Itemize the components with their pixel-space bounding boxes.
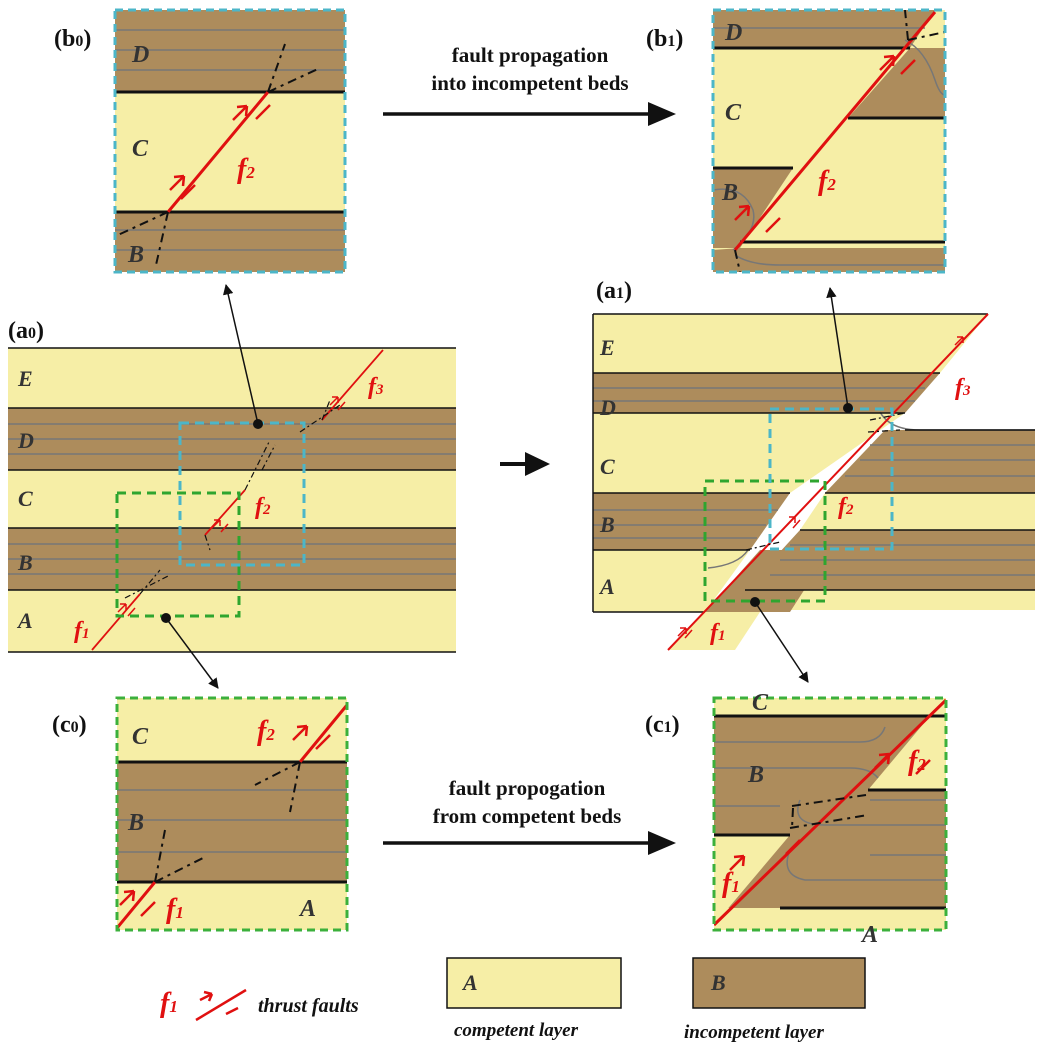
layer-label-b: B <box>17 550 33 575</box>
fault-label-f1-c1: f1 <box>722 868 740 899</box>
fault-label-f1-a1: f1 <box>710 620 726 646</box>
fault-a1 <box>667 313 989 651</box>
layer-label-d-b0: D <box>131 42 149 68</box>
panel-c0-label: (c0) <box>52 712 87 738</box>
layer-label-c-c1: C <box>752 690 769 716</box>
layer-label-e: E <box>17 366 33 391</box>
fault-label-f3-a1: f3 <box>955 375 971 401</box>
legend-competent-swatch <box>446 957 622 1009</box>
box-b1-outline <box>768 407 894 551</box>
layer-label-c-b1: C <box>725 100 742 126</box>
layer-label-d-b1: D <box>724 20 742 46</box>
fault-label-f1-c0: f1 <box>166 894 184 925</box>
layer-label-c-a1: C <box>600 454 615 479</box>
top-transition: fault propagation into incompetent beds <box>383 43 676 126</box>
thrust-fault-icon <box>195 988 247 1022</box>
layer-label-c: C <box>18 486 33 511</box>
box-b-outline <box>178 421 306 567</box>
legend-incompetent-letter: B <box>710 970 726 995</box>
transition-arrow <box>500 452 550 476</box>
layer-label-d: D <box>17 428 34 453</box>
layer-a <box>8 590 456 652</box>
box-c-outline <box>115 491 241 618</box>
layer-label-b-b0: B <box>127 242 144 268</box>
panel-b1-label: (b1) <box>646 26 683 52</box>
layer-label-c-c0: C <box>132 724 149 750</box>
fault-label-f2: f2 <box>255 494 271 520</box>
legend-competent-letter: A <box>461 970 478 995</box>
panel-c0-frame <box>115 696 349 932</box>
panel-c1: (c1) <box>645 690 948 948</box>
legend-thrust-label: thrust faults <box>258 995 359 1017</box>
layer-label-a-c0: A <box>298 896 316 922</box>
fault-f3 <box>321 349 384 421</box>
fault-label-f2-c1: f2 <box>908 746 926 777</box>
legend-fault-symbol-label: f1 <box>160 988 178 1019</box>
panel-b0-label: (b0) <box>54 26 91 52</box>
bottom-caption-line1: fault propogation <box>449 776 606 800</box>
legend-incompetent-swatch <box>692 957 866 1009</box>
layer-label-a: A <box>16 608 33 633</box>
layer-c <box>8 470 456 528</box>
fault-label-f2-c0: f2 <box>257 716 275 747</box>
panel-a0-label: (a0) <box>8 318 44 344</box>
layer-label-d-a1: D <box>599 395 616 420</box>
layer-label-b-b1: B <box>721 180 738 206</box>
layer-label-e-a1: E <box>599 335 615 360</box>
panel-a0: (a0) <box>8 283 456 689</box>
panel-a1-label: (a1) <box>596 278 632 304</box>
layer-label-b-c0: B <box>127 810 144 836</box>
layer-label-a-c1: A <box>860 922 878 948</box>
fault-label-f2-b0: f2 <box>237 154 255 185</box>
fault-label-f1: f1 <box>74 618 90 644</box>
panel-a1: (a1) <box>592 278 1035 683</box>
panel-c0: (c0) C B A f1 f2 <box>52 696 349 932</box>
legend-incompetent-label: incompetent layer <box>684 1022 824 1043</box>
legend-competent-label: competent layer <box>454 1020 579 1041</box>
panel-c1-label: (c1) <box>645 712 680 738</box>
bottom-caption-line2: from competent beds <box>433 804 622 828</box>
panel-c1-frame <box>712 696 948 932</box>
bottom-transition: fault propogation from competent beds <box>383 776 676 855</box>
panel-b1: (b1) <box>646 8 947 274</box>
fault-label-f2-b1: f2 <box>818 166 836 197</box>
layer-e <box>8 348 456 408</box>
layer-label-b-c1: B <box>747 762 764 788</box>
layer-label-a-a1: A <box>598 574 615 599</box>
fault-label-f2-a1: f2 <box>838 494 854 520</box>
fault-f1 <box>91 593 141 651</box>
fault-label-f3: f3 <box>368 374 384 400</box>
layer-label-c-b0: C <box>132 136 149 162</box>
top-caption-line1: fault propagation <box>452 43 609 67</box>
legend: f1 thrust faults A competent layer B inc… <box>160 957 866 1043</box>
top-caption-line2: into incompetent beds <box>431 71 628 95</box>
panel-b0-frame <box>113 8 347 274</box>
box-c1-outline <box>703 479 827 603</box>
panel-b0: (b0) D C B f2 <box>54 8 347 274</box>
layer-label-b-a1: B <box>599 512 615 537</box>
